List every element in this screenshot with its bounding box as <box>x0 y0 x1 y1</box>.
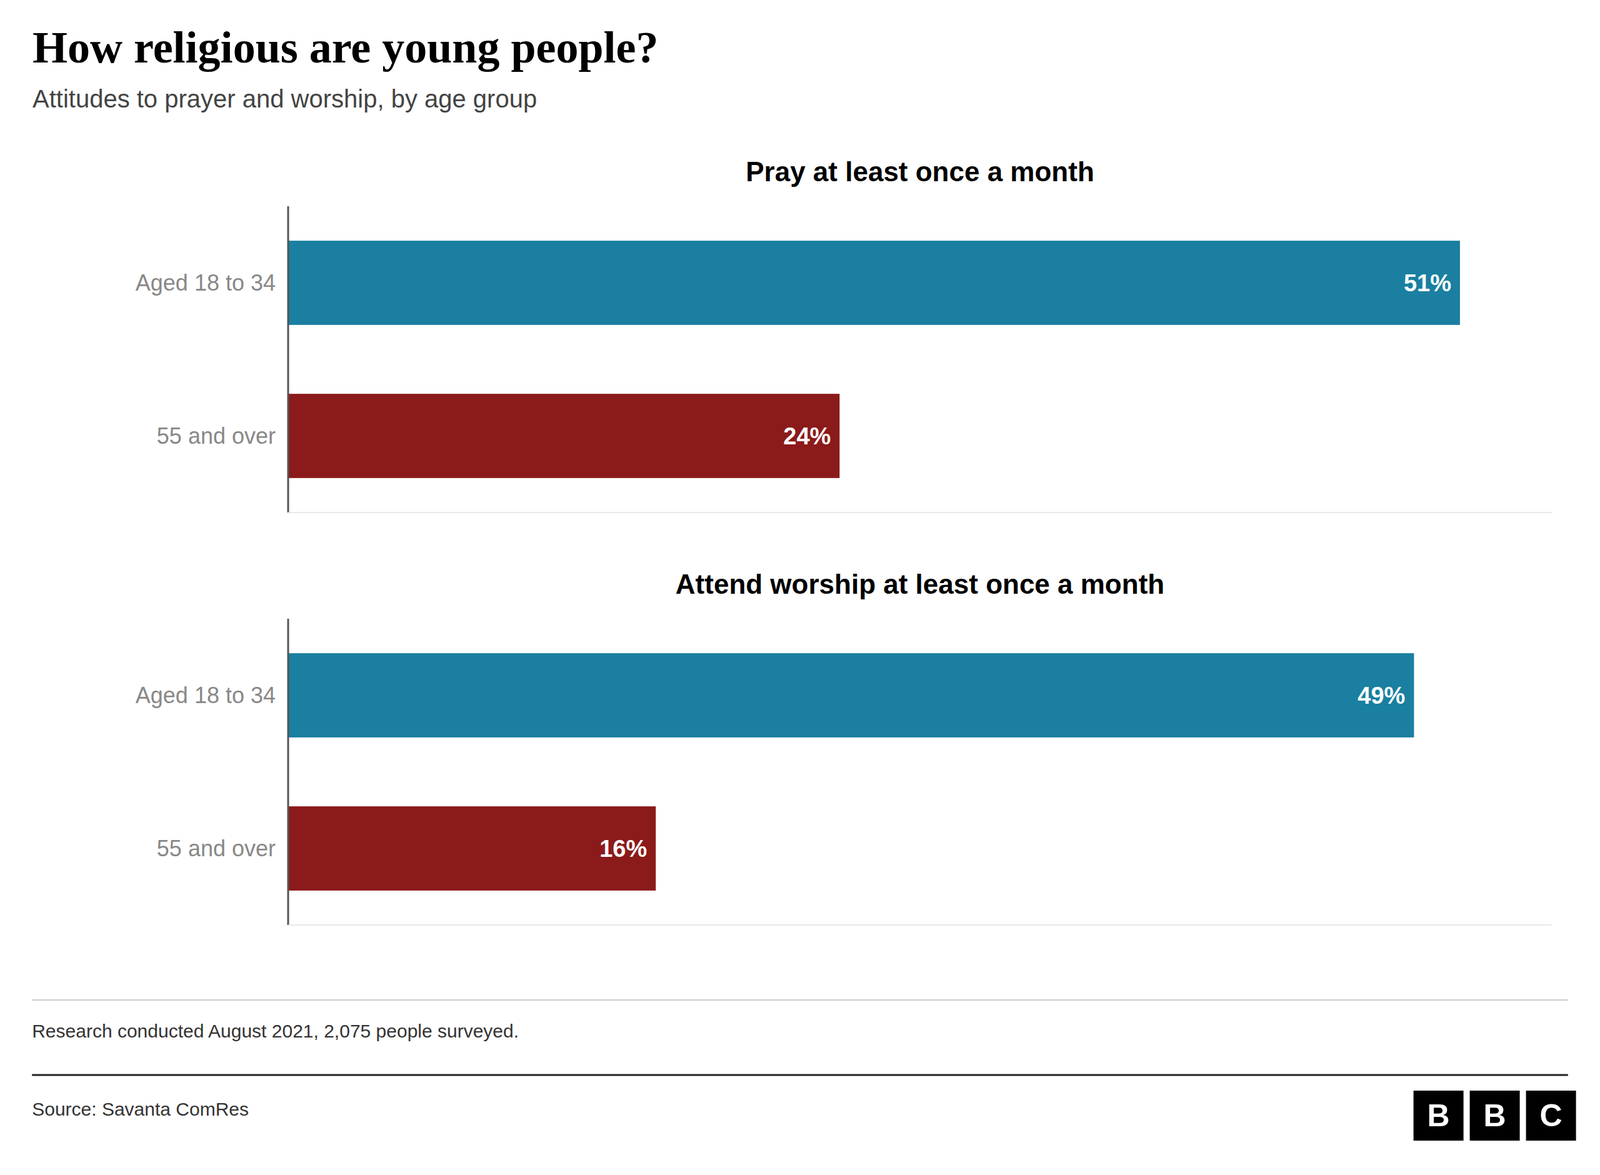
logo-square <box>1470 1090 1520 1141</box>
background <box>0 0 1600 1175</box>
plot-area <box>288 240 1460 479</box>
logo-letter: B <box>1483 1098 1507 1134</box>
section-title: Attend worship at least once a month <box>675 568 1165 600</box>
section-title: Pray at least once a month <box>745 156 1095 187</box>
labels: 49% Aged 18 to 34 16% 55 and over <box>135 682 1406 862</box>
footnote: Research conducted August 2021, 2,075 pe… <box>31 1020 519 1042</box>
data-label: 51% <box>1403 270 1452 297</box>
category-label: 55 and over <box>156 835 276 862</box>
separator <box>31 999 1569 1001</box>
logo-letter: B <box>1427 1098 1450 1134</box>
separator <box>31 1074 1569 1077</box>
y-axis-line <box>287 206 290 513</box>
category-label: Aged 18 to 34 <box>135 682 276 709</box>
logo-square <box>1413 1090 1464 1141</box>
logo-letter: C <box>1540 1098 1563 1134</box>
bar <box>288 653 1414 738</box>
title: How religious are young people? <box>32 22 659 73</box>
x-axis-line <box>288 511 1552 514</box>
bar <box>288 806 656 891</box>
page: How religious are young people? Attitudes… <box>0 0 1600 1175</box>
logo-square <box>1526 1090 1577 1141</box>
source: Source: Savanta ComRes <box>31 1098 249 1120</box>
data-label: 24% <box>783 423 831 450</box>
subtitle: Attitudes to prayer and worship, by age … <box>32 85 537 113</box>
logo: BBCBBC <box>1413 1090 1577 1141</box>
bar-chart: Pray at least once a month 51% Aged 18 to … <box>135 156 1552 513</box>
plot-area <box>288 653 1414 891</box>
data-label: 49% <box>1357 682 1405 709</box>
category-label: 55 and over <box>156 423 276 449</box>
bar <box>288 393 840 479</box>
bar <box>288 240 1460 325</box>
y-axis-line <box>287 618 290 925</box>
x-axis-line <box>288 924 1552 926</box>
labels: 51% Aged 18 to 34 24% 55 and over <box>135 270 1452 450</box>
category-label: Aged 18 to 34 <box>135 270 276 296</box>
data-label: 16% <box>599 835 647 862</box>
bar-chart: Attend worship at least once a month 49% A… <box>135 568 1552 925</box>
